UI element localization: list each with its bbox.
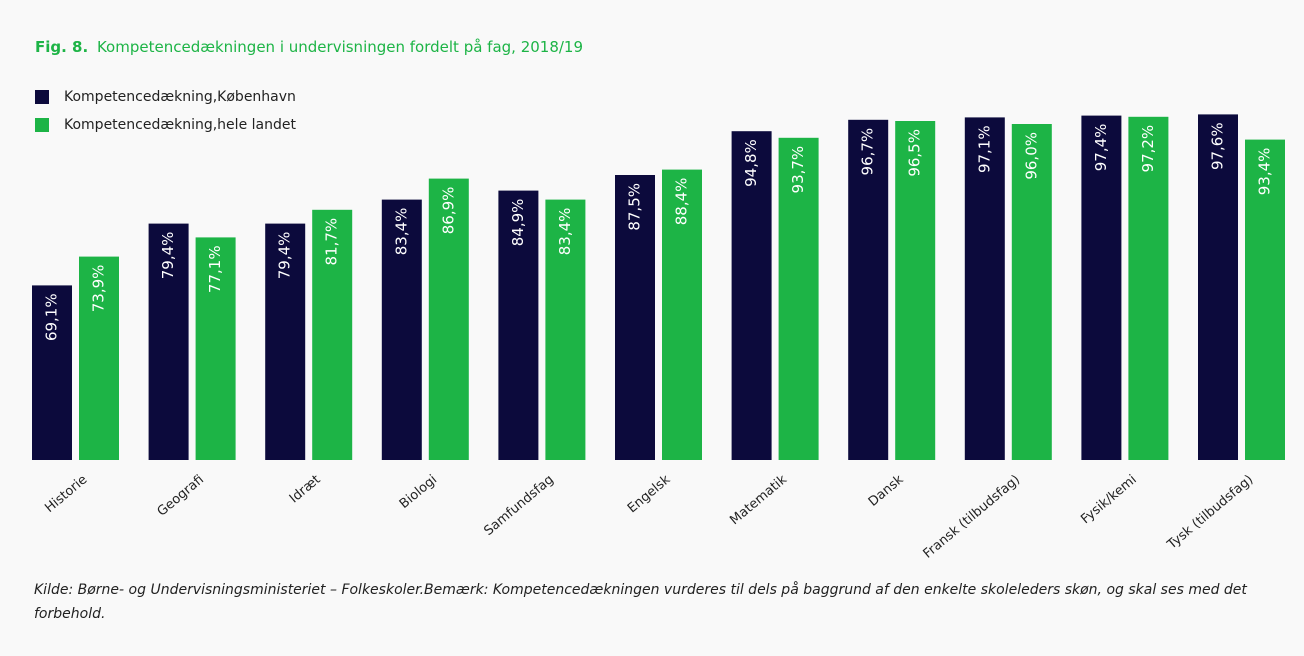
legend-swatch xyxy=(35,90,49,104)
bar xyxy=(1011,124,1052,460)
value-label: 79,4% xyxy=(276,232,294,280)
value-label: 96,7% xyxy=(859,128,877,176)
value-label: 97,4% xyxy=(1092,124,1110,172)
source-note: Kilde: Børne- og Undervisningsministerie… xyxy=(34,582,1247,622)
legend-label: Kompetencedækning,hele landet xyxy=(64,117,296,133)
bar xyxy=(428,178,469,460)
figure-label: Fig. 8. xyxy=(35,38,88,56)
bar xyxy=(79,256,119,460)
bar xyxy=(312,209,353,460)
value-label: 97,1% xyxy=(975,125,993,173)
title-text: Kompetencedækningen i undervisningen for… xyxy=(97,38,583,56)
value-label: 77,1% xyxy=(206,245,224,293)
legend-swatch xyxy=(35,118,49,132)
x-tick-label: Dansk xyxy=(866,472,907,510)
bar xyxy=(1198,114,1238,461)
value-label: 73,9% xyxy=(90,265,108,313)
bar xyxy=(731,131,772,460)
value-label: 97,6% xyxy=(1209,122,1227,170)
value-label: 86,9% xyxy=(439,187,457,235)
x-tick-label: Fransk (tilbudsfag) xyxy=(921,472,1024,561)
chart-title: Fig. 8. Kompetencedækningen i undervisni… xyxy=(35,38,583,56)
bar xyxy=(964,117,1005,461)
bar xyxy=(545,199,586,460)
x-tick-label: Fysik/kemi xyxy=(1078,472,1139,527)
chart: Fig. 8. Kompetencedækningen i undervisni… xyxy=(32,38,1285,562)
value-label: 88,4% xyxy=(673,178,691,226)
x-tick-label: Engelsk xyxy=(625,472,674,516)
x-tick-label: Tysk (tilbudsfag) xyxy=(1164,472,1256,553)
bar xyxy=(1128,116,1169,461)
value-label: 96,5% xyxy=(906,129,924,177)
x-tick-label: Geografi xyxy=(155,472,207,519)
bar xyxy=(615,175,655,460)
value-label: 94,8% xyxy=(742,139,760,187)
value-label: 84,9% xyxy=(509,199,527,247)
value-label: 83,4% xyxy=(392,208,410,256)
value-label: 81,7% xyxy=(323,218,341,266)
value-label: 69,1% xyxy=(43,293,61,341)
bar xyxy=(498,190,539,460)
value-label: 93,7% xyxy=(789,146,807,194)
bar xyxy=(1245,139,1285,460)
x-tick-label: Samfundsfag xyxy=(481,472,556,539)
bar xyxy=(195,237,236,460)
legend-label: Kompetencedækning,København xyxy=(64,89,296,105)
bar xyxy=(1081,115,1122,460)
bar xyxy=(265,223,306,460)
x-tick-label: Matematik xyxy=(727,472,790,528)
value-label: 83,4% xyxy=(556,208,574,256)
value-label: 93,4% xyxy=(1256,148,1274,196)
bar xyxy=(895,121,936,460)
bar xyxy=(778,137,819,461)
bar xyxy=(662,169,702,460)
x-tick-label: Historie xyxy=(42,472,90,516)
value-label: 87,5% xyxy=(626,183,644,231)
bar xyxy=(381,199,422,460)
value-label: 96,0% xyxy=(1022,132,1040,180)
bar xyxy=(148,223,189,460)
value-label: 97,2% xyxy=(1139,125,1157,173)
x-tick-label: Biologi xyxy=(397,472,440,512)
bar xyxy=(32,285,72,460)
x-tick-label: Idræt xyxy=(287,472,324,506)
value-label: 79,4% xyxy=(159,232,177,280)
bar xyxy=(848,119,889,461)
